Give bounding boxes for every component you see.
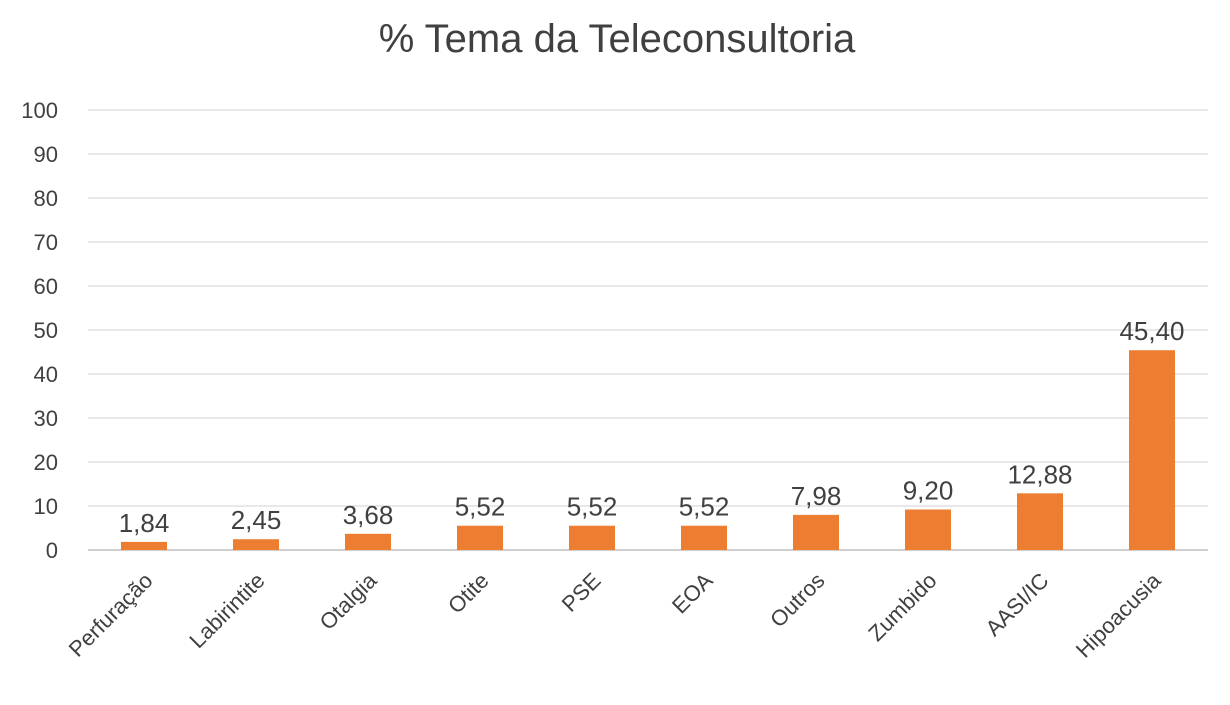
data-label: 5,52 [567, 492, 618, 522]
data-label: 7,98 [791, 481, 842, 511]
y-tick-label: 30 [34, 406, 58, 431]
x-tick-label: PSE [557, 568, 606, 617]
x-tick-label: Labirintite [184, 568, 269, 653]
bar [1017, 493, 1063, 550]
bar [569, 525, 615, 550]
x-tick-label: Otalgia [315, 567, 383, 635]
data-label: 1,84 [119, 508, 170, 538]
y-tick-label: 50 [34, 318, 58, 343]
bar [233, 539, 279, 550]
bar [457, 525, 503, 550]
y-tick-label: 80 [34, 186, 58, 211]
data-label: 9,20 [903, 476, 954, 506]
y-tick-label: 90 [34, 142, 58, 167]
y-tick-label: 40 [34, 362, 58, 387]
bar [1129, 350, 1175, 550]
x-tick-label: Zumbido [863, 568, 941, 646]
data-label: 3,68 [343, 500, 394, 530]
chart-title: % Tema da Teleconsultoria [379, 17, 856, 61]
data-label: 5,52 [679, 492, 730, 522]
data-labels: 1,84 2,45 3,68 5,52 5,52 5,52 7,98 9,20 12,88 45,… [119, 316, 1185, 538]
x-tick-label: Otite [443, 568, 494, 619]
y-tick-label: 70 [34, 230, 58, 255]
y-tick-label: 20 [34, 450, 58, 475]
bar [345, 533, 391, 550]
x-tick-label: EOA [667, 568, 718, 619]
y-tick-label: 0 [46, 538, 58, 563]
x-tick-label: AASI/IC [981, 568, 1054, 641]
data-label: 12,88 [1007, 459, 1072, 489]
bar [121, 541, 167, 550]
gridlines [88, 109, 1208, 551]
y-axis: 0 10 20 30 40 50 60 70 80 90 100 [21, 98, 58, 563]
data-label: 5,52 [455, 492, 506, 522]
x-tick-label: Hipoacusia [1071, 567, 1166, 662]
y-tick-label: 100 [21, 98, 58, 123]
y-tick-label: 10 [34, 494, 58, 519]
bar [905, 509, 951, 550]
bars [121, 350, 1175, 550]
data-label: 45,40 [1119, 316, 1184, 346]
x-tick-label: Outros [765, 568, 829, 632]
bar [681, 525, 727, 550]
x-axis: Perfuração Labirintite Otalgia Otite PSE EOA O… [64, 567, 1166, 662]
y-tick-label: 60 [34, 274, 58, 299]
bar [793, 514, 839, 550]
data-label: 2,45 [231, 505, 282, 535]
x-tick-label: Perfuração [64, 568, 158, 662]
